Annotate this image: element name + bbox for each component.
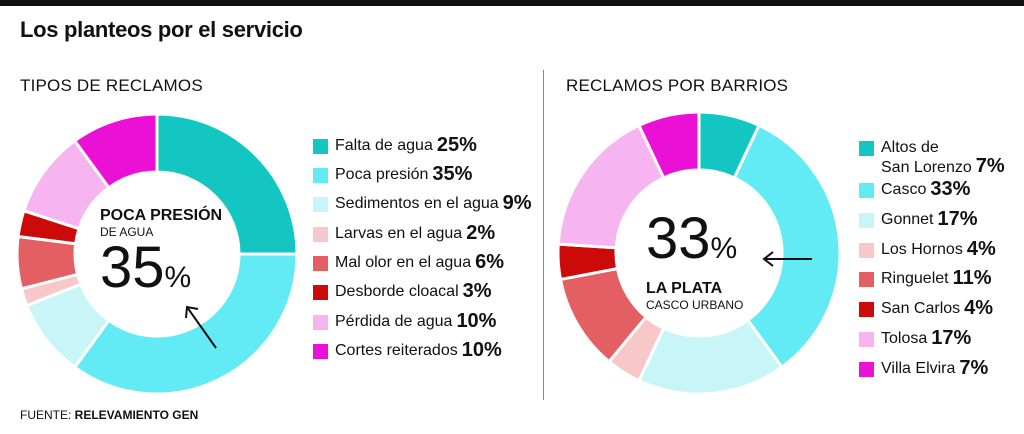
center-label-sub: DE AGUA bbox=[100, 225, 154, 239]
center-value-unit: % bbox=[164, 261, 192, 294]
legend-value: 33% bbox=[930, 178, 971, 200]
donut-slice bbox=[155, 112, 299, 256]
legend-label: Casco bbox=[881, 181, 927, 198]
legend-item: Los Hornos 4% bbox=[859, 238, 996, 260]
legend-value: 4% bbox=[964, 297, 994, 319]
donut-slice bbox=[72, 112, 159, 190]
legend-swatch bbox=[859, 302, 874, 317]
legend-item: Larvas en el agua 2% bbox=[313, 222, 496, 244]
legend-swatch bbox=[859, 243, 874, 258]
legend-value: 25% bbox=[436, 134, 477, 156]
legend-label: Gonnet bbox=[881, 211, 934, 228]
legend-value: 9% bbox=[502, 192, 532, 214]
arrow-tipos bbox=[185, 305, 217, 349]
divider bbox=[543, 70, 544, 400]
chart-2-title: RECLAMOS POR BARRIOS bbox=[566, 76, 789, 95]
legend-item: Gonnet 17% bbox=[859, 208, 978, 230]
legend-item: Ringuelet 11% bbox=[859, 267, 992, 289]
donut-tipos bbox=[15, 112, 299, 396]
legend-label: Larvas en el agua bbox=[335, 225, 463, 242]
legend-item: Poca presión 35% bbox=[313, 163, 473, 185]
center-value-unit: % bbox=[710, 232, 738, 265]
legend-swatch bbox=[859, 332, 874, 347]
legend-value: 10% bbox=[456, 310, 497, 332]
center-value-number: 33 bbox=[646, 206, 711, 271]
legend-label: Cortes reiterados bbox=[335, 342, 458, 359]
legend-label: Villa Elvira bbox=[881, 360, 956, 377]
legend-swatch bbox=[859, 362, 874, 377]
donut-slice bbox=[72, 252, 299, 396]
legend-swatch bbox=[859, 141, 874, 156]
legend-value: 11% bbox=[952, 267, 992, 289]
legend-item: Desborde cloacal 3% bbox=[313, 280, 492, 302]
legend-label: Pérdida de agua bbox=[335, 313, 453, 330]
legend-swatch bbox=[313, 197, 328, 212]
legend-swatch bbox=[313, 344, 328, 359]
legend-swatch bbox=[313, 256, 328, 271]
center-label-sub: CASCO URBANO bbox=[646, 298, 744, 312]
chart-1-title: TIPOS DE RECLAMOS bbox=[20, 76, 203, 95]
legend-value: 17% bbox=[931, 327, 972, 349]
legend-swatch bbox=[859, 213, 874, 228]
legend-swatch bbox=[313, 285, 328, 300]
center-value: 35% bbox=[100, 239, 222, 307]
legend-value: 2% bbox=[466, 222, 496, 244]
legend-item: Tolosa 17% bbox=[859, 327, 972, 349]
legend-value: 6% bbox=[475, 251, 504, 273]
source-name: RELEVAMIENTO GEN bbox=[74, 408, 199, 422]
legend-item: San Carlos 4% bbox=[859, 297, 994, 319]
legend-value: 35% bbox=[432, 163, 473, 185]
source-prefix: FUENTE: bbox=[20, 408, 75, 422]
legend-value: 7% bbox=[959, 357, 989, 379]
center-label-bold: POCA PRESIÓN bbox=[100, 207, 223, 224]
legend-label: Tolosa bbox=[881, 330, 928, 347]
legend-item: Cortes reiterados 10% bbox=[313, 339, 502, 361]
source-note: FUENTE: RELEVAMIENTO GEN bbox=[20, 408, 198, 422]
legend-label: Falta de agua bbox=[335, 137, 433, 154]
donut-barrios bbox=[556, 110, 842, 396]
legend-swatch bbox=[313, 227, 328, 242]
legend-value: 3% bbox=[462, 280, 492, 302]
center-label-tipos: POCA PRESIÓN DE AGUA 35% bbox=[100, 207, 222, 307]
legend-value: 10% bbox=[461, 339, 502, 361]
center-label-barrios: 33% LA PLATA CASCO URBANO bbox=[646, 210, 744, 313]
legend-item: Mal olor en el agua 6% bbox=[313, 251, 504, 273]
legend-label: Ringuelet bbox=[881, 270, 949, 287]
legend-label-multiline: Altos de San Lorenzo 7% bbox=[881, 138, 1005, 177]
center-value: 33% bbox=[646, 210, 743, 278]
legend-swatch bbox=[313, 168, 328, 183]
legend-label: Poca presión bbox=[335, 166, 429, 183]
legend-swatch bbox=[859, 272, 874, 287]
legend-value: 4% bbox=[966, 238, 996, 260]
legend-label: Desborde cloacal bbox=[335, 283, 459, 300]
legend-label: Sedimentos en el agua bbox=[335, 195, 499, 212]
legend-label: San Carlos bbox=[881, 300, 961, 317]
legend-label-line-2: San Lorenzo 7% bbox=[881, 155, 1005, 177]
legend-value: 7% bbox=[975, 155, 1005, 177]
center-value-number: 35 bbox=[100, 235, 165, 300]
legend-value: 17% bbox=[937, 208, 978, 230]
legend-swatch bbox=[859, 183, 874, 198]
top-rule bbox=[0, 0, 1024, 6]
donut-slice bbox=[732, 123, 842, 370]
arrow-barrios bbox=[762, 251, 812, 267]
legend-item: Casco 33% bbox=[859, 178, 971, 200]
legend-label: Los Hornos bbox=[881, 241, 963, 258]
legend-label: Altos de bbox=[881, 139, 939, 156]
legend-label: Mal olor en el agua bbox=[335, 254, 472, 271]
center-label-bold: LA PLATA bbox=[646, 280, 723, 297]
donut-slice bbox=[636, 110, 701, 180]
page-title: Los planteos por el servicio bbox=[20, 17, 303, 42]
legend-label: San Lorenzo bbox=[881, 159, 972, 176]
legend-item: Pérdida de agua 10% bbox=[313, 310, 497, 332]
legend-swatch bbox=[313, 139, 328, 154]
legend-item: Falta de agua 25% bbox=[313, 134, 477, 156]
legend-item: Sedimentos en el agua 9% bbox=[313, 192, 532, 214]
legend-item: Villa Elvira 7% bbox=[859, 357, 989, 379]
legend-swatch bbox=[313, 315, 328, 330]
legend-item: Altos de San Lorenzo 7% bbox=[859, 138, 1005, 177]
